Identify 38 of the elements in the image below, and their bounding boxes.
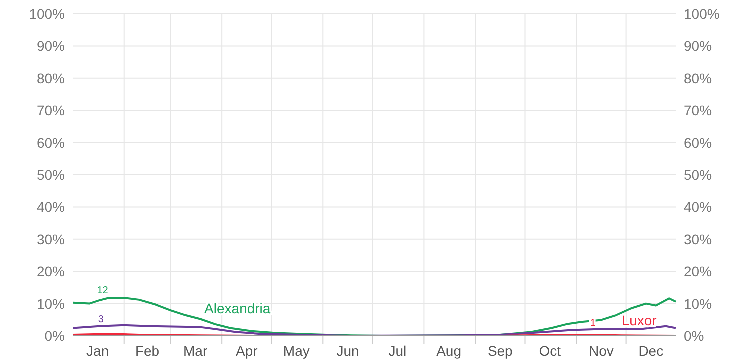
y-tick-label: 90% — [36, 38, 65, 54]
y-tick-label: 80% — [36, 70, 65, 86]
x-tick-label: Jun — [336, 343, 360, 359]
x-tick-label: Apr — [236, 343, 258, 359]
y-tick-label: 50% — [36, 166, 65, 183]
annotation: 12 — [97, 285, 109, 296]
y-tick-label: 0% — [44, 328, 65, 344]
y2-tick-label: 0% — [684, 328, 704, 344]
y-tick-label: 100% — [29, 6, 65, 22]
y2-tick-label: 60% — [684, 134, 712, 151]
annotation: 3 — [98, 314, 104, 326]
y2-tick-label: 80% — [684, 70, 712, 86]
x-tick-label: Nov — [589, 343, 614, 359]
series-label: Luxor — [622, 312, 658, 329]
y2-tick-label: 20% — [684, 264, 712, 280]
y2-tick-label: 30% — [684, 231, 712, 248]
x-tick-label: Aug — [436, 343, 462, 359]
x-tick-label: Jan — [86, 343, 110, 359]
y-tick-label: 10% — [36, 296, 65, 312]
x-tick-label: Sep — [488, 343, 514, 359]
y2-tick-label: 10% — [684, 296, 712, 312]
x-tick-label: Oct — [539, 343, 562, 359]
y2-tick-label: 40% — [684, 199, 712, 216]
x-tick-label: Mar — [184, 343, 208, 359]
y-tick-label: 30% — [36, 231, 65, 248]
y-tick-label: 20% — [36, 264, 65, 280]
y2-tick-label: 70% — [684, 102, 712, 119]
x-tick-label: Dec — [638, 343, 664, 359]
y-tick-label: 40% — [36, 199, 65, 216]
x-tick-label: Jul — [388, 343, 407, 359]
series-label: Alexandria — [204, 300, 271, 316]
y-tick-label: 70% — [36, 102, 65, 119]
x-tick-label: May — [283, 343, 310, 359]
y-tick-label: 60% — [36, 134, 65, 151]
y2-tick-label: 90% — [684, 38, 712, 54]
y2-tick-label: 50% — [684, 166, 712, 183]
x-tick-label: Feb — [135, 343, 160, 359]
y2-tick-label: 100% — [684, 6, 720, 22]
